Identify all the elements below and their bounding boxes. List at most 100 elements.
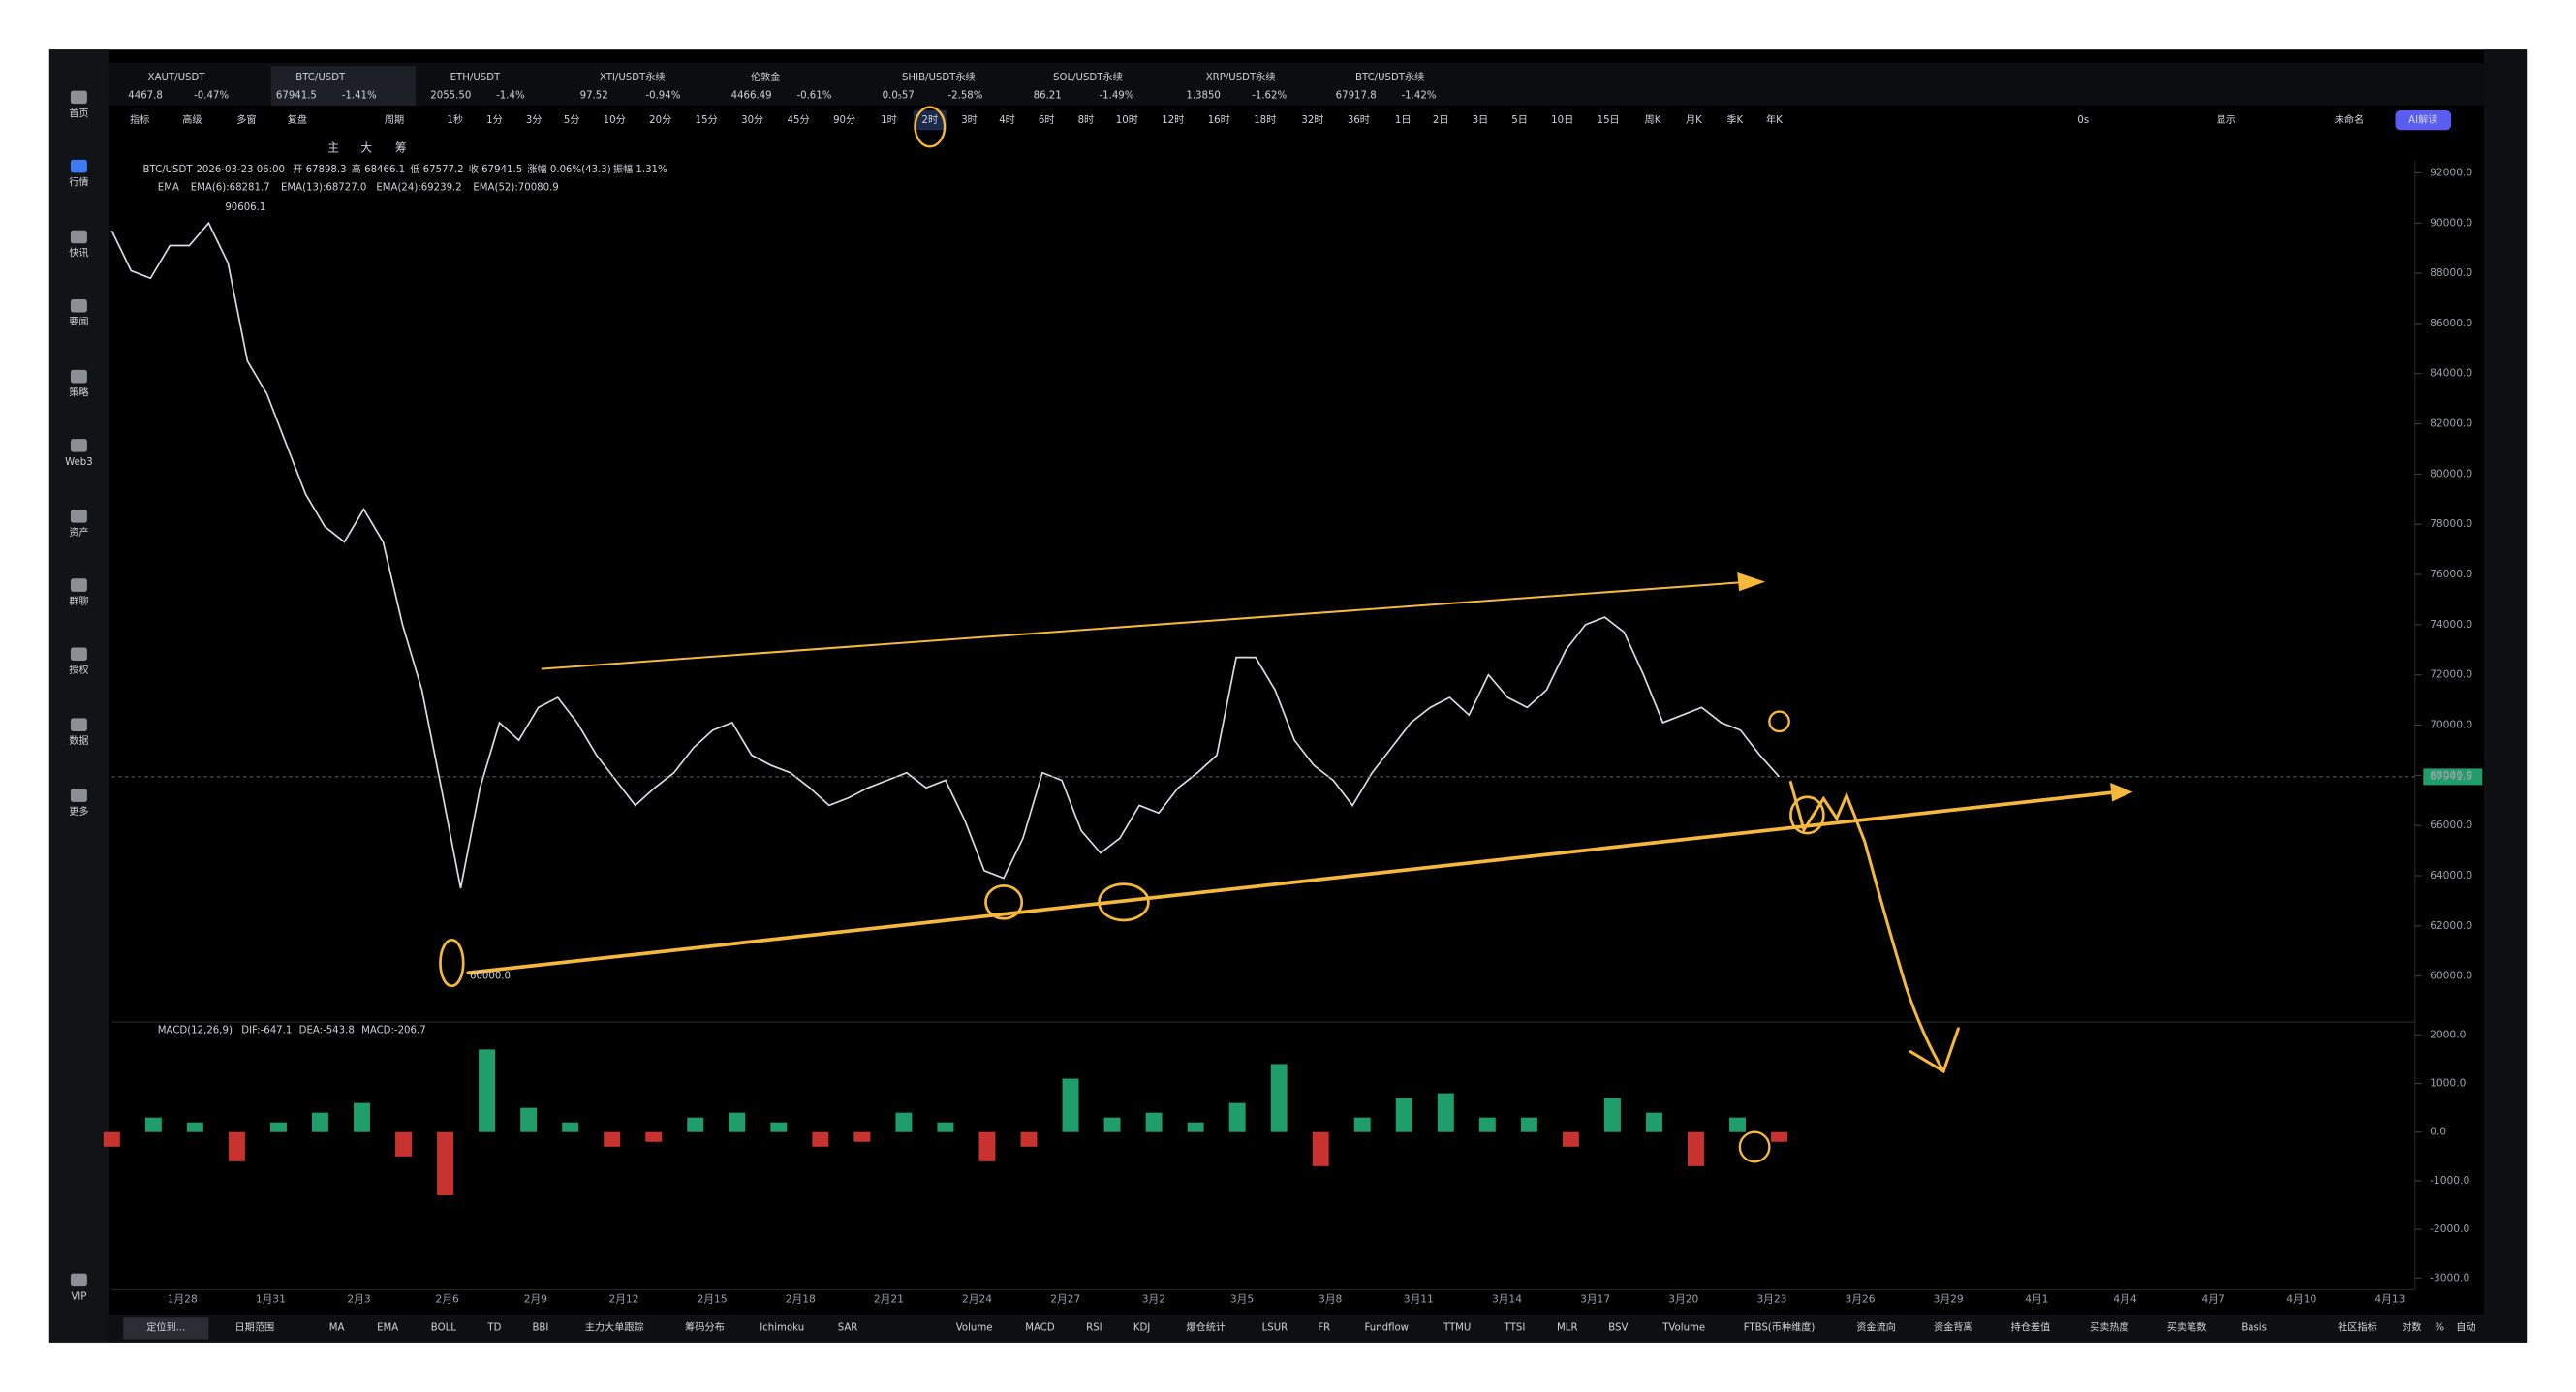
period-button[interactable]: 15日 xyxy=(1598,115,1620,126)
period-button[interactable]: 15分 xyxy=(696,114,718,126)
period-button[interactable]: 16时 xyxy=(1208,114,1230,126)
indicator-tab[interactable]: 买卖笔数 xyxy=(2167,1321,2207,1334)
period-button[interactable]: 45分 xyxy=(788,114,810,126)
indicator-tab[interactable]: 资金流向 xyxy=(1856,1321,1896,1334)
sidebar-label[interactable]: 快讯 xyxy=(69,247,88,259)
period-button[interactable]: 20分 xyxy=(649,114,671,126)
period-button[interactable]: 3时 xyxy=(961,114,978,126)
draw-tool[interactable]: 大 xyxy=(360,140,372,154)
indicator-tab[interactable]: 持仓差值 xyxy=(2011,1321,2051,1334)
ticker-symbol[interactable]: XRP/USDT永续 xyxy=(1206,71,1276,83)
indicator-tab[interactable]: LSUR xyxy=(1262,1323,1288,1334)
period-button[interactable]: 周K xyxy=(1645,114,1661,126)
period-button[interactable]: 1时 xyxy=(881,114,897,126)
indicator-tab[interactable]: MA xyxy=(329,1323,345,1334)
period-button[interactable]: 8时 xyxy=(1078,114,1095,126)
period-button[interactable]: 32时 xyxy=(1301,114,1323,126)
indicator-tab[interactable]: 爆仓统计 xyxy=(1186,1321,1226,1334)
indicator-tab[interactable]: 筹码分布 xyxy=(685,1321,725,1334)
period-button[interactable]: 3日 xyxy=(1473,115,1489,126)
period-button[interactable]: 36时 xyxy=(1348,114,1370,126)
toolbar-right[interactable]: 未命名 xyxy=(2335,113,2364,126)
indicator-tab[interactable]: TTMU xyxy=(1443,1323,1471,1334)
ticker-symbol[interactable]: BTC/USDT永续 xyxy=(1355,71,1424,83)
period-button[interactable]: 1分 xyxy=(486,114,503,126)
indicator-tab[interactable]: TTSI xyxy=(1504,1323,1526,1334)
indicator-tab[interactable]: TD xyxy=(486,1323,501,1334)
indicator-tab[interactable]: FTBS(币种维度) xyxy=(1744,1321,1816,1334)
period-button[interactable]: 10日 xyxy=(1551,115,1573,126)
toolbar-right[interactable]: 显示 xyxy=(2217,114,2236,126)
toolbar-right[interactable]: AI解读 xyxy=(2408,113,2437,126)
sidebar-label[interactable]: Web3 xyxy=(65,457,93,468)
sidebar-label[interactable]: 数据 xyxy=(69,734,88,747)
period-button[interactable]: 多窗 xyxy=(236,113,256,126)
period-button[interactable]: 2时 xyxy=(922,114,939,126)
indicator-tab[interactable]: MACD xyxy=(1025,1323,1055,1334)
period-button[interactable]: 10分 xyxy=(604,114,626,126)
sidebar-label[interactable]: 资产 xyxy=(69,526,88,539)
draw-tool[interactable]: 主 xyxy=(327,140,339,154)
period-button[interactable]: 3分 xyxy=(526,114,543,126)
indicator-tab[interactable]: TVolume xyxy=(1661,1323,1705,1334)
ticker-symbol[interactable]: SOL/USDT永续 xyxy=(1053,71,1123,83)
indicator-tab[interactable]: BSV xyxy=(1608,1323,1628,1334)
indicator-tab[interactable]: Ichimoku xyxy=(760,1323,804,1334)
indicator-tab[interactable]: BOLL xyxy=(431,1323,456,1334)
period-button[interactable]: 5日 xyxy=(1511,115,1528,126)
indicator-tab[interactable]: EMA xyxy=(377,1323,398,1334)
period-button[interactable]: 高级 xyxy=(182,113,202,126)
indicator-tab[interactable]: FR xyxy=(1318,1323,1330,1334)
indicator-tab[interactable]: 日期范围 xyxy=(235,1321,275,1334)
indicator-tab[interactable]: KDJ xyxy=(1133,1323,1150,1334)
sidebar-label[interactable]: 要闻 xyxy=(69,316,88,328)
period-button[interactable]: 30分 xyxy=(741,114,763,126)
indicator-tab[interactable]: 对数 xyxy=(2402,1321,2421,1334)
sidebar-label[interactable]: 更多 xyxy=(69,805,88,818)
period-button[interactable]: 1秒 xyxy=(447,113,463,126)
sidebar-label[interactable]: 群聊 xyxy=(69,595,88,607)
indicator-tab[interactable]: % xyxy=(2435,1323,2444,1334)
sidebar-label[interactable]: VIP xyxy=(71,1291,86,1302)
indicator-tab[interactable]: 主力大单跟踪 xyxy=(585,1321,644,1334)
ticker-symbol[interactable]: BTC/USDT xyxy=(295,73,346,83)
period-button[interactable]: 月K xyxy=(1686,114,1702,126)
indicator-tab[interactable]: 自动 xyxy=(2456,1321,2475,1334)
ticker-symbol[interactable]: SHIB/USDT永续 xyxy=(902,71,976,83)
indicator-tab[interactable]: 社区指标 xyxy=(2338,1321,2377,1334)
period-button[interactable]: 1日 xyxy=(1395,115,1412,126)
period-button[interactable]: 年K xyxy=(1766,113,1783,126)
sidebar-label[interactable]: 授权 xyxy=(69,664,88,676)
period-button[interactable]: 指标 xyxy=(130,113,149,126)
ticker-symbol[interactable]: 伦敦金 xyxy=(751,71,780,83)
indicator-tab[interactable]: 买卖热度 xyxy=(2090,1321,2129,1334)
period-button[interactable]: 6时 xyxy=(1039,114,1055,126)
toolbar-right[interactable]: 0s xyxy=(2077,115,2089,126)
indicator-tab[interactable]: SAR xyxy=(838,1323,858,1334)
sidebar-label[interactable]: 首页 xyxy=(69,107,88,119)
period-button[interactable]: 90分 xyxy=(833,114,855,126)
indicator-tab[interactable]: Volume xyxy=(956,1323,993,1334)
indicator-tab[interactable]: Fundflow xyxy=(1364,1323,1409,1334)
period-button[interactable]: 5分 xyxy=(564,114,580,126)
indicator-tab[interactable]: Basis xyxy=(2241,1323,2267,1334)
period-button[interactable]: 18时 xyxy=(1254,114,1276,126)
period-button[interactable]: 12时 xyxy=(1162,114,1184,126)
sidebar-label[interactable]: 策略 xyxy=(69,387,88,399)
indicator-tab[interactable]: MLR xyxy=(1557,1323,1577,1334)
period-button[interactable]: 复盘 xyxy=(288,113,307,126)
ticker-symbol[interactable]: XTI/USDT永续 xyxy=(600,71,666,83)
period-button[interactable]: 季K xyxy=(1726,114,1743,126)
indicator-tab[interactable]: RSI xyxy=(1086,1323,1102,1334)
period-button[interactable]: 4时 xyxy=(999,114,1015,126)
sidebar-label[interactable]: 行情 xyxy=(69,176,88,189)
indicator-tab[interactable]: 定位到... xyxy=(146,1321,185,1334)
period-button[interactable]: 2日 xyxy=(1433,115,1449,126)
draw-tool[interactable]: 筹 xyxy=(395,140,407,154)
period-button[interactable]: 周期 xyxy=(385,114,404,126)
ticker-symbol[interactable]: ETH/USDT xyxy=(450,73,501,83)
period-button[interactable]: 10时 xyxy=(1116,114,1138,126)
ticker-symbol[interactable]: XAUT/USDT xyxy=(148,73,206,83)
indicator-tab[interactable]: 资金背离 xyxy=(1934,1321,1973,1334)
indicator-tab[interactable]: BBI xyxy=(532,1323,548,1334)
